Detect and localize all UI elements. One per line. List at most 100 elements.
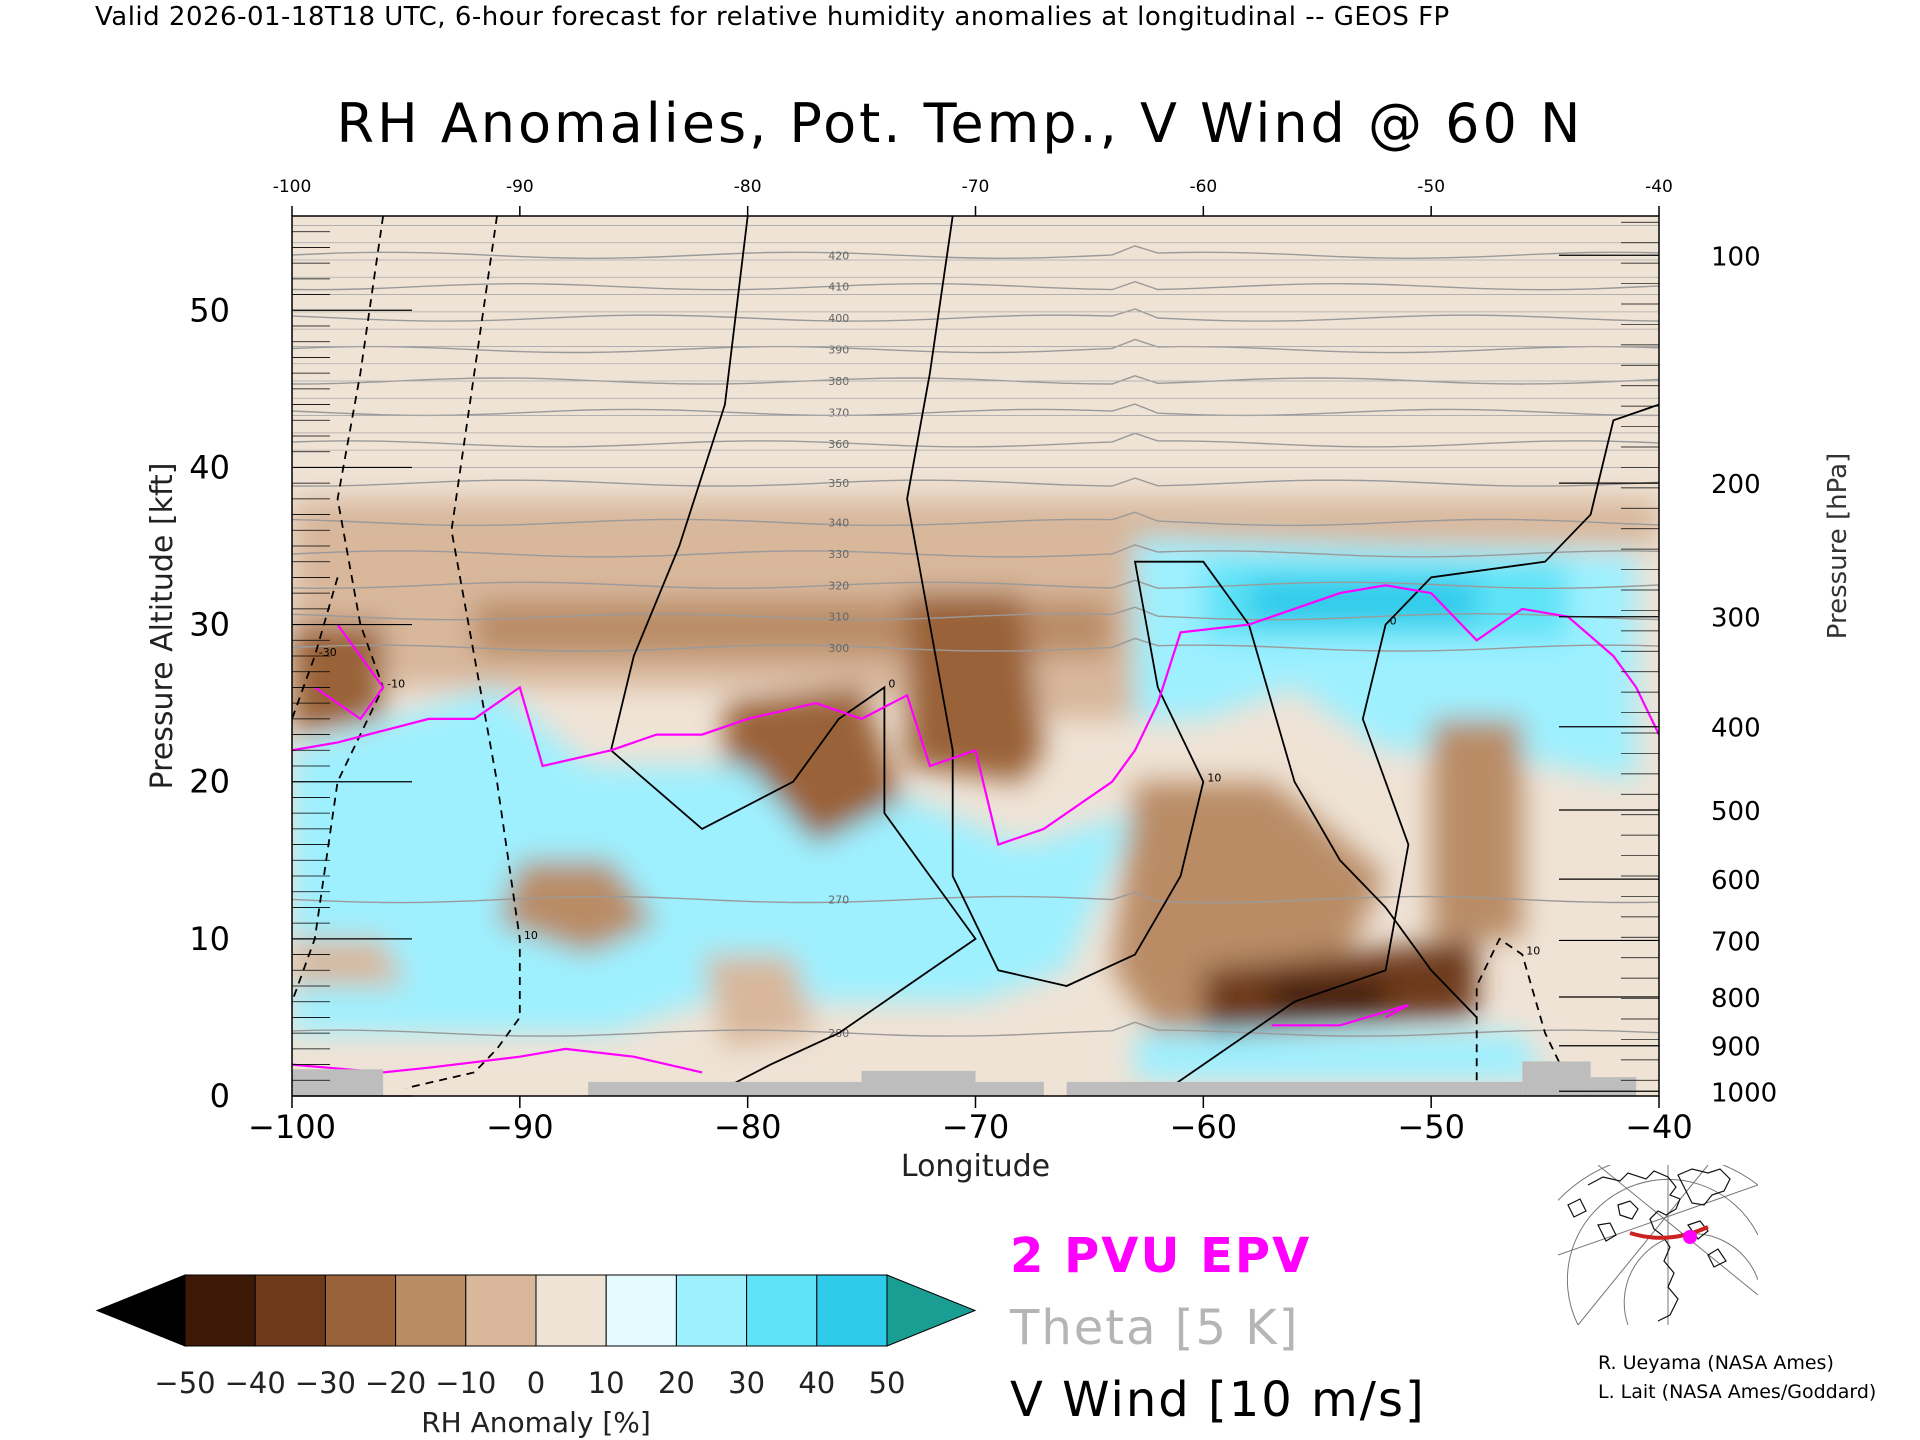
y-tick-label-1: 10 (189, 920, 230, 958)
top-x-tick-label-4: -60 (1189, 177, 1217, 197)
y-tick-label-4: 40 (189, 448, 230, 486)
legend-theta: Theta [5 K] (1010, 1300, 1300, 1356)
pressure-tick-label-2: 300 (1711, 604, 1761, 634)
pressure-tick-label-4: 500 (1711, 797, 1761, 827)
rh-region-16 (1271, 981, 1386, 1013)
v-wind-contour-1 (609, 216, 977, 1089)
pressure-axis-label: Pressure [hPa] (1823, 453, 1853, 640)
rh-region-12 (702, 954, 816, 1049)
theta-label-400: 400 (828, 312, 849, 325)
terrain-block-4 (1066, 1081, 1181, 1096)
pressure-tick-label-7: 800 (1711, 984, 1761, 1014)
theta-label-270: 270 (828, 894, 849, 907)
theta-line-310 (292, 606, 1659, 621)
pressure-tick-label-6: 700 (1711, 927, 1761, 957)
theta-label-420: 420 (828, 249, 849, 262)
colorbar-tick-7: 20 (658, 1366, 695, 1400)
y-tick-label-5: 50 (189, 291, 230, 329)
theta-label-380: 380 (828, 375, 849, 388)
v-wind-contour-5 (292, 216, 385, 1003)
v-wind-label-2: 10 (1207, 772, 1221, 785)
rh-region-3 (292, 624, 384, 735)
theta-line-340 (292, 511, 1659, 527)
pressure-tick-label-8: 900 (1711, 1033, 1761, 1063)
axes: −100-100−90-90−80-80−70-70−60-60−50-50−4… (145, 177, 1853, 1184)
legend-v-wind: V Wind [10 m/s] (1010, 1372, 1426, 1428)
rh-region-10 (497, 860, 657, 955)
colorbar-label: RH Anomaly [%] (421, 1406, 651, 1439)
top-x-tick-label-6: -40 (1645, 177, 1673, 197)
pressure-tick-label-1: 200 (1711, 470, 1761, 500)
theta-line-420 (292, 245, 1659, 260)
pressure-tick-label-5: 600 (1711, 866, 1761, 896)
theta-contours: 2702803003103203303403503603703803904004… (292, 225, 1659, 1040)
y-axis-label: Pressure Altitude [kft] (145, 463, 180, 790)
epv-contour-2 (314, 623, 385, 721)
colorbar-tick-5: 0 (527, 1366, 545, 1400)
theta-line-270 (292, 891, 1659, 904)
colorbar-tick-6: 10 (588, 1366, 625, 1400)
colorbar-cell-4 (465, 1274, 537, 1347)
x-tick-label-5: −50 (1397, 1108, 1465, 1146)
v-wind-contour-3 (1157, 403, 1659, 1096)
theta-line-360 (292, 432, 1659, 448)
x-tick-label-4: −60 (1170, 1108, 1238, 1146)
valid-time-line: Valid 2026-01-18T18 UTC, 6-hour forecast… (95, 2, 1450, 32)
colorbar-tick-9: 40 (798, 1366, 835, 1400)
x-tick-label-0: −100 (248, 1108, 336, 1146)
rh-anomaly-field (292, 216, 1659, 1096)
v-wind-contour-2 (906, 216, 1478, 1019)
rh-region-6 (292, 687, 1135, 1034)
x-tick-label-2: −80 (714, 1108, 782, 1146)
colorbar-tick-10: 50 (869, 1366, 906, 1400)
v-wind-label-3: 0 (1390, 615, 1397, 628)
v-wind-contours: 0 10 0 10 -10 -30 10 (292, 216, 1659, 1096)
rh-region-14 (1431, 718, 1523, 939)
terrain-block-5 (1180, 1081, 1523, 1096)
locator-map (1558, 1165, 1758, 1325)
theta-label-310: 310 (828, 611, 849, 624)
v-wind-label-1: 0 (888, 677, 895, 690)
theta-label-370: 370 (828, 406, 849, 419)
top-x-tick-label-5: -50 (1417, 177, 1445, 197)
colorbar-cell-9 (816, 1274, 888, 1347)
colorbar-tick-1: −40 (225, 1366, 286, 1400)
theta-line-380 (292, 375, 1659, 385)
x-axis-label: Longitude (901, 1149, 1050, 1184)
v-wind-contour-6 (292, 577, 339, 720)
pressure-tick-label-9: 1000 (1711, 1078, 1777, 1108)
theta-label-330: 330 (828, 548, 849, 561)
theta-line-400 (292, 308, 1659, 322)
theta-label-350: 350 (828, 477, 849, 490)
theta-label-300: 300 (828, 642, 849, 655)
x-tick-label-1: −90 (486, 1108, 554, 1146)
theta-line-280 (292, 1021, 1659, 1037)
colorbar-cell-7 (675, 1274, 748, 1347)
colorbar-cell-2 (324, 1274, 397, 1347)
v-wind-label-5: -10 (387, 677, 405, 690)
y-tick-label-2: 20 (189, 763, 230, 801)
v-wind-label-7: 10 (1526, 945, 1540, 958)
theta-line-330 (292, 544, 1659, 558)
theta-line-320 (292, 579, 1659, 590)
plot-title: RH Anomalies, Pot. Temp., V Wind @ 60 N (336, 92, 1584, 155)
rh-regions (292, 498, 1659, 1081)
x-tick-label-3: −70 (942, 1108, 1010, 1146)
legend-epv: 2 PVU EPV (1010, 1228, 1312, 1284)
terrain-block-3 (861, 1070, 976, 1096)
colorbar-tick-8: 30 (728, 1366, 765, 1400)
top-x-tick-label-0: -100 (273, 177, 312, 197)
v-wind-label-4: 10 (524, 929, 538, 942)
colorbar-cell-8 (746, 1274, 818, 1347)
pressure-tick-label-0: 100 (1711, 242, 1761, 272)
colorbar-cell-3 (395, 1274, 467, 1347)
x-tick-label-6: −40 (1625, 1108, 1693, 1146)
theta-label-390: 390 (828, 344, 849, 357)
y-tick-label-0: 0 (210, 1077, 230, 1115)
colorbar-tick-4: −10 (435, 1366, 496, 1400)
colorbar-cell-1 (254, 1274, 326, 1347)
theta-label-410: 410 (828, 281, 849, 294)
terrain-block-1 (292, 1069, 384, 1096)
